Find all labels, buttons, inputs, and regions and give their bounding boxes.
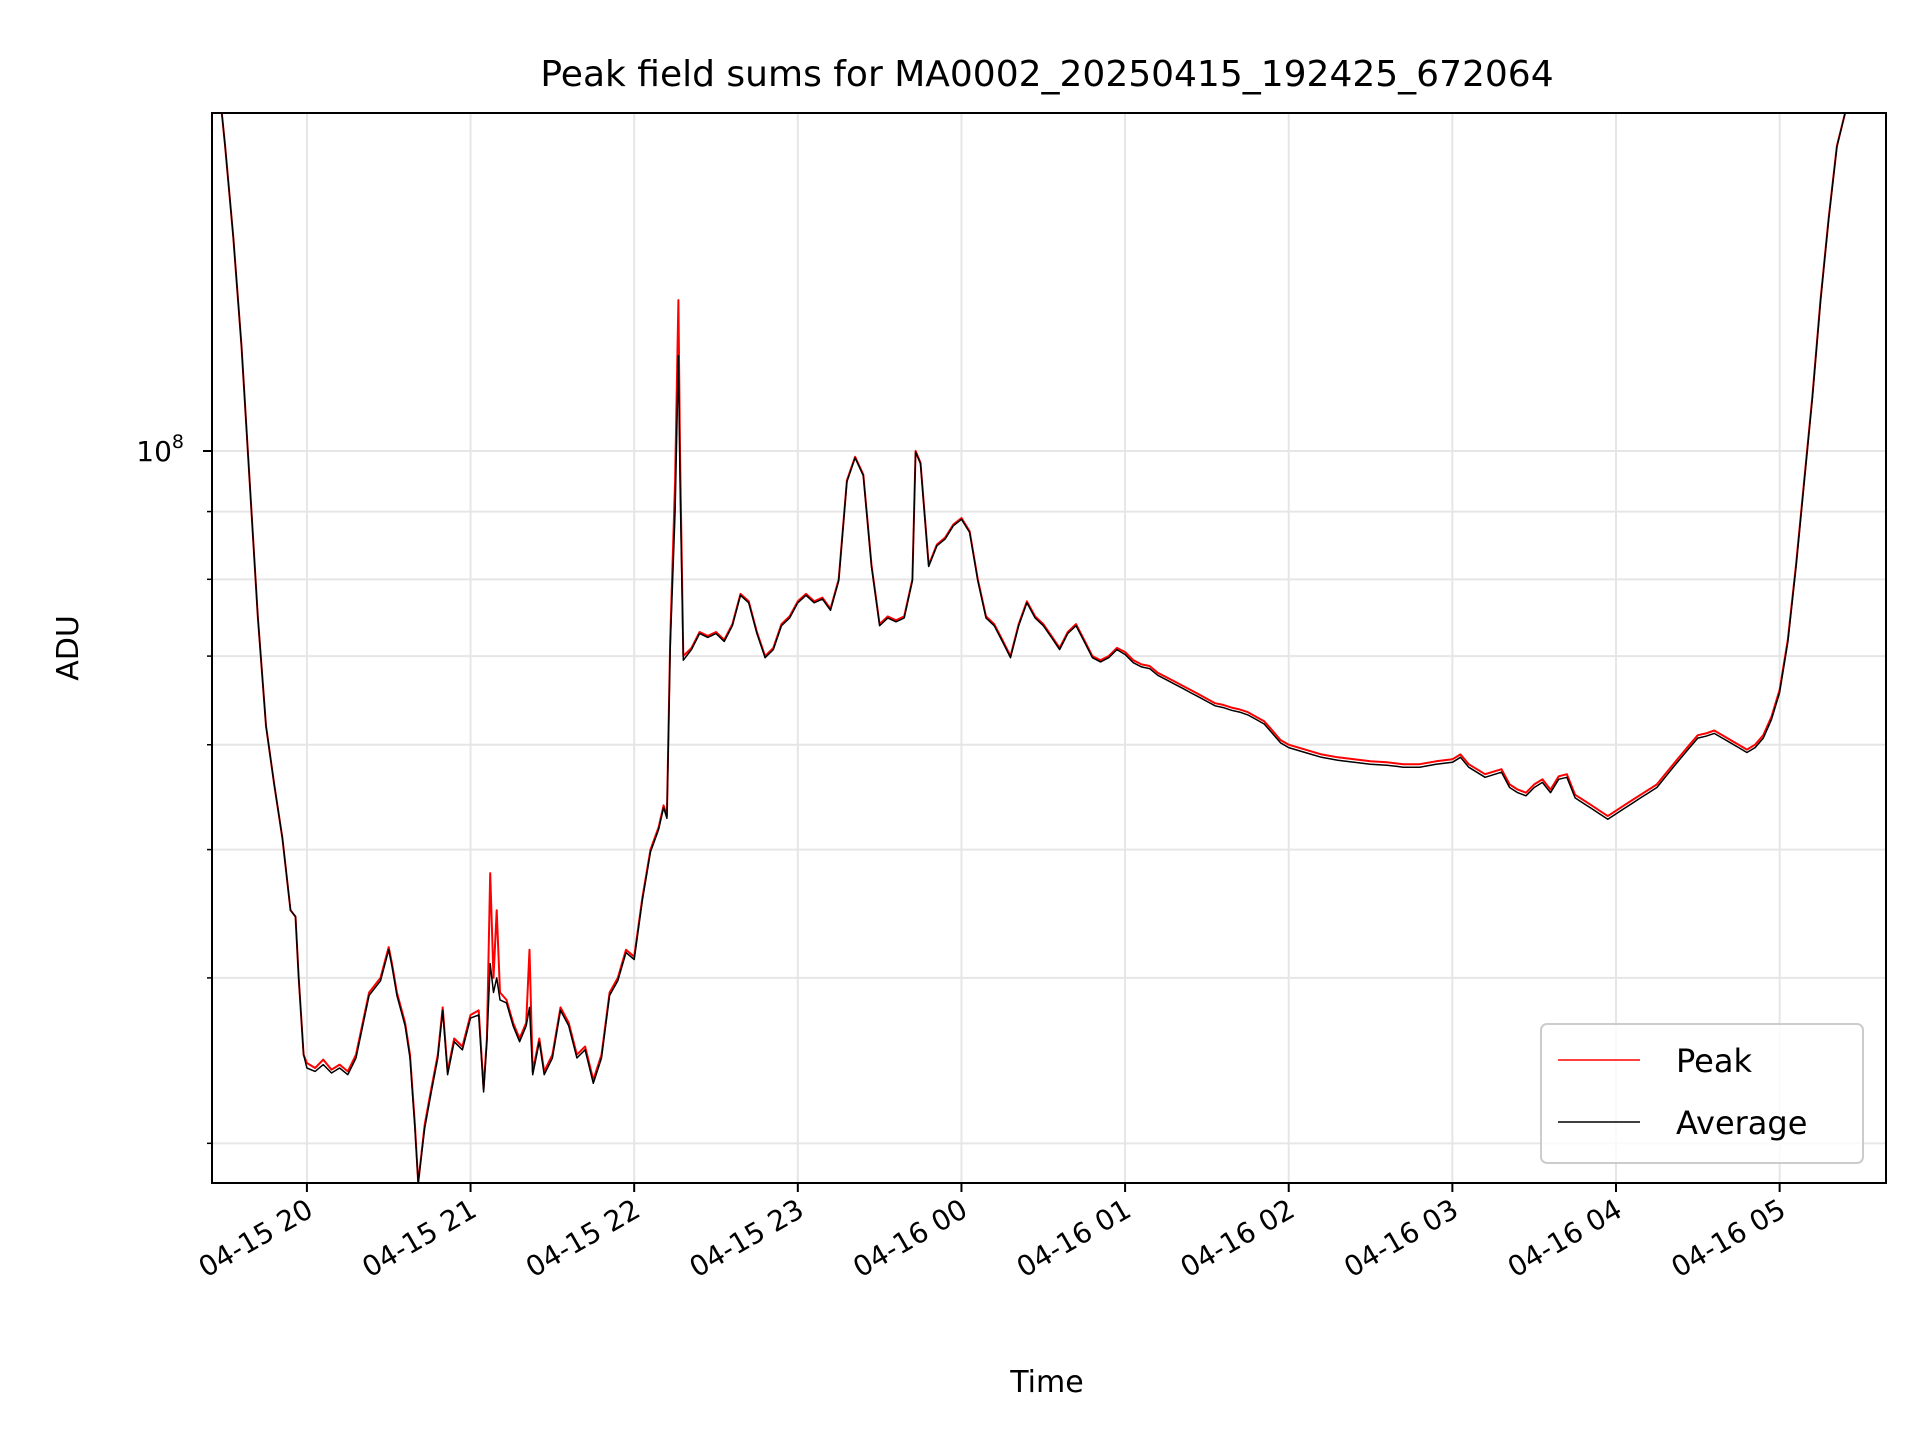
- chart-title: Peak field sums for MA0002_20250415_1924…: [540, 54, 1553, 95]
- legend: Peak Average: [1540, 1023, 1864, 1164]
- grid: [212, 113, 1886, 1183]
- y-axis: 108: [136, 431, 212, 1145]
- legend-label-peak: Peak: [1676, 1042, 1752, 1080]
- y-axis-label: ADU: [51, 615, 86, 681]
- series-group: [220, 112, 1847, 1184]
- plot-area-frame: [211, 112, 1887, 1184]
- series-line-average: [221, 112, 1846, 1184]
- legend-label-average: Average: [1676, 1104, 1807, 1142]
- legend-box: [1540, 1023, 1864, 1164]
- x-axis-label: Time: [1009, 1365, 1083, 1400]
